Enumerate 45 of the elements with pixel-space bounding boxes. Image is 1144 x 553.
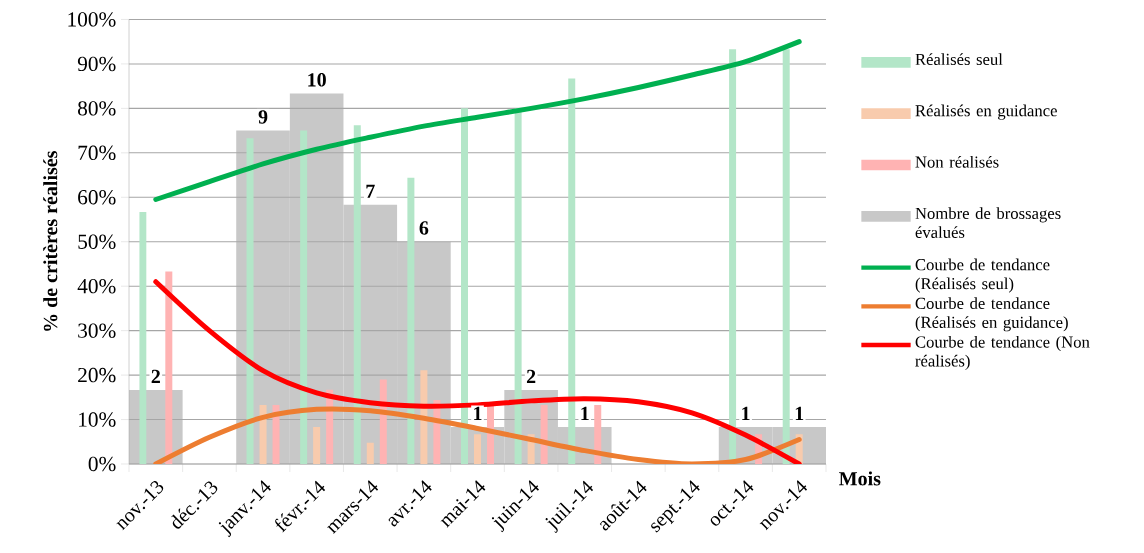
legend-label: Courbe de tendance (Réalisés en guidance) <box>915 297 1068 332</box>
legend-label: Réalisés en guidance <box>915 104 1057 120</box>
data-label: 10 <box>308 73 326 87</box>
data-label: 1 <box>795 406 804 421</box>
bar <box>366 442 374 464</box>
bar <box>353 125 361 464</box>
legend-label: Non réalisés <box>915 155 999 168</box>
y-tick-label: 60% <box>78 190 116 205</box>
data-label: 2 <box>526 369 536 383</box>
legend-label: Courbe de tendance (Non réalisés) <box>915 335 1090 370</box>
bar <box>540 404 548 464</box>
y-tick-label: 20% <box>78 367 116 383</box>
bar <box>165 271 173 464</box>
bar <box>313 427 321 464</box>
y-tick-label: 50% <box>78 234 116 249</box>
data-label: 1 <box>581 406 589 421</box>
legend-label: Courbe de tendance (Réalisés seul) <box>915 258 1050 293</box>
bar <box>568 78 576 464</box>
bar <box>474 434 482 464</box>
y-tick-label: 90% <box>77 56 116 72</box>
y-tick-label: 30% <box>78 323 116 338</box>
x-axis-title: Mois <box>839 471 881 486</box>
y-tick-label: 0% <box>88 456 116 472</box>
bar <box>594 404 602 464</box>
bar <box>461 108 469 464</box>
data-label: 2 <box>151 369 160 383</box>
bar <box>407 177 415 464</box>
y-tick-label: 10% <box>79 412 116 427</box>
data-label: 7 <box>366 184 375 198</box>
y-tick-label: 100% <box>68 12 116 27</box>
bar <box>272 404 280 464</box>
y-tick-label: 70% <box>78 145 116 161</box>
bar <box>782 49 790 464</box>
bar <box>300 130 308 464</box>
legend-label: Réalisés seul <box>915 53 1003 66</box>
y-tick-label: 80% <box>78 101 116 116</box>
bar <box>259 404 267 464</box>
y-axis-title: % de critères réalisés <box>43 151 58 331</box>
data-label: 9 <box>258 110 268 124</box>
bar <box>246 138 254 464</box>
legend-label: Nombre de brossages évalués <box>915 207 1061 238</box>
y-tick-label: 40% <box>77 278 116 294</box>
data-label: 6 <box>419 221 429 235</box>
data-label: 1 <box>474 406 482 421</box>
data-label: 1 <box>742 406 750 421</box>
